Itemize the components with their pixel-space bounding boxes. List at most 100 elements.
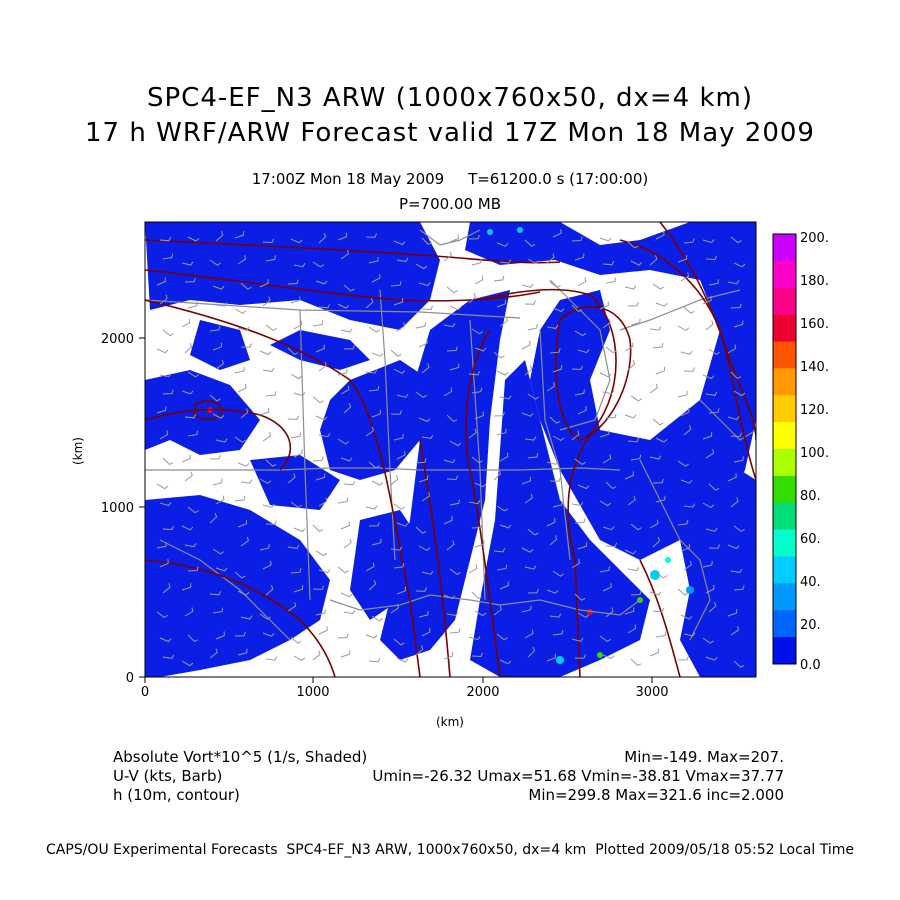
wind-barb (184, 342, 193, 354)
wind-barb (577, 612, 590, 619)
legend-height-name: h (10m, contour) (113, 786, 240, 804)
wind-barb (187, 506, 199, 514)
wind-barb (443, 594, 456, 600)
wind-barb (683, 306, 695, 314)
vorticity-shading (145, 222, 756, 677)
wind-barb (181, 583, 192, 591)
wind-barb (162, 389, 174, 395)
wind-barb (683, 367, 695, 372)
wind-barb (393, 638, 405, 646)
wind-barb (393, 368, 406, 375)
axis-ticks (139, 337, 653, 683)
wind-barb (418, 282, 431, 287)
wind-barb (209, 454, 221, 460)
wind-barb (527, 393, 539, 400)
wind-barb (234, 631, 246, 637)
wind-barb (418, 545, 431, 552)
wind-barb (340, 328, 353, 333)
wind-barb (262, 238, 275, 244)
wind-barb (602, 454, 612, 464)
wind-barb (262, 296, 271, 307)
wind-barb (474, 482, 487, 488)
wind-barb (418, 610, 429, 618)
wind-barb (574, 518, 586, 524)
wind-barb (571, 430, 580, 441)
wind-barb (234, 231, 245, 239)
wind-barb (237, 648, 248, 656)
wind-barb (187, 634, 199, 642)
wind-barb (446, 346, 458, 352)
wind-barb (215, 302, 228, 307)
wind-barb (156, 406, 167, 414)
wind-barb (315, 550, 328, 557)
wind-barb (549, 535, 558, 546)
wind-barb (605, 346, 617, 354)
wind-barb (209, 590, 222, 596)
wind-barb (655, 495, 666, 503)
wind-barb (602, 390, 615, 395)
wind-barb (181, 660, 194, 667)
wind-barb (733, 262, 746, 268)
wind-barb (493, 469, 502, 481)
wind-barb (727, 344, 737, 354)
wind-barb (574, 593, 586, 601)
wind-barb (396, 393, 409, 398)
wind-barb (574, 654, 586, 659)
wind-barb (468, 370, 481, 376)
wind-barb (524, 436, 537, 441)
wind-barb (496, 505, 509, 512)
wind-barb (415, 645, 424, 656)
wind-barb (549, 281, 561, 289)
wind-barb (418, 339, 428, 348)
wind-barb (605, 607, 614, 618)
wind-barb (705, 391, 718, 396)
wind-barb (546, 324, 559, 329)
wind-barb (683, 560, 692, 571)
wind-barb (627, 437, 640, 443)
wind-barb (181, 261, 194, 266)
wind-barb (499, 524, 512, 529)
wind-barb (574, 330, 587, 337)
wind-barb (315, 415, 328, 421)
colorbar-segment (773, 637, 796, 665)
wind-barb (162, 525, 175, 531)
wind-barb (371, 615, 384, 622)
wind-barb (181, 454, 191, 463)
wind-barb (527, 588, 539, 594)
wind-barb (212, 413, 225, 419)
wind-barb (156, 277, 166, 286)
wind-barb (493, 351, 505, 359)
wind-barb (708, 602, 717, 613)
wind-barb (415, 526, 427, 534)
colorbar-segment (773, 368, 796, 396)
wind-barb (521, 283, 534, 288)
wind-barb (181, 525, 194, 531)
wind-barb (524, 300, 536, 305)
wind-barb (262, 632, 275, 637)
wind-barb (215, 231, 224, 242)
wind-barb (237, 519, 247, 528)
wind-barb (156, 348, 169, 354)
colorbar-labels: 200. 180. 160. 140. 120. 100. 80. 60. 40… (800, 231, 829, 673)
wind-barb (471, 591, 483, 599)
wind-barb (655, 230, 665, 240)
wind-barb (159, 637, 172, 643)
wind-barb (708, 544, 720, 549)
wind-barb (521, 547, 534, 553)
wind-barb (393, 562, 405, 569)
wind-barb (571, 236, 583, 242)
wind-barb (318, 433, 331, 438)
wind-barb (368, 521, 380, 527)
wind-barb (471, 523, 483, 529)
colorbar-segment (773, 449, 796, 477)
wind-barb (240, 479, 253, 484)
wind-barb (156, 611, 168, 619)
wind-barb (418, 475, 429, 483)
wind-barb (343, 480, 356, 486)
wind-barb (318, 569, 331, 574)
wind-barb (624, 471, 634, 480)
wind-barb (337, 566, 349, 574)
wind-barb (162, 457, 174, 465)
wind-barb (415, 322, 426, 329)
wind-barb (652, 607, 665, 613)
